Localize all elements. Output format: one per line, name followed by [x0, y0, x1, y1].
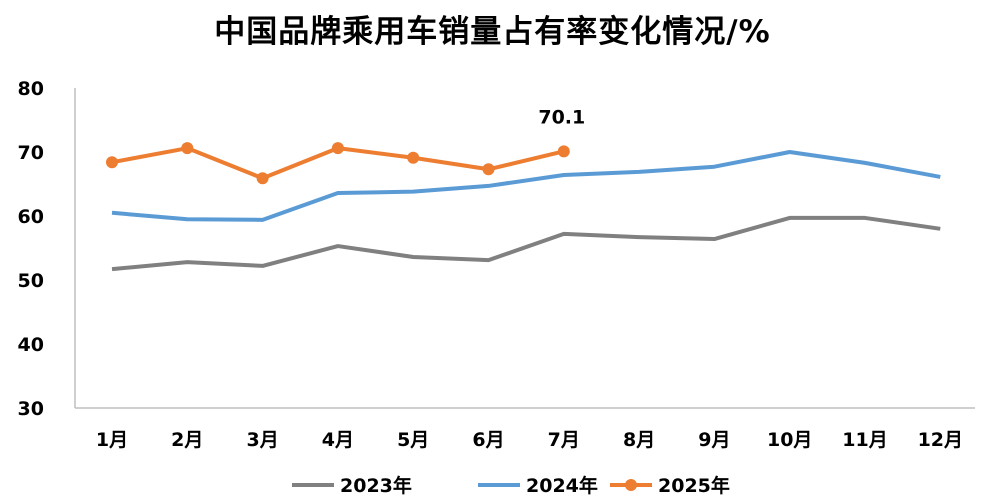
y-tick-label: 50: [18, 270, 44, 292]
data-point-2025年: [407, 151, 420, 164]
legend-label: 2025年: [658, 474, 730, 497]
x-tick-label: 8月: [623, 429, 655, 451]
x-tick-label: 10月: [767, 429, 812, 451]
x-tick-label: 11月: [842, 429, 887, 451]
series-line-2023年: [111, 215, 941, 272]
data-point-2025年: [106, 156, 118, 169]
series-line-2024年: [111, 150, 941, 222]
data-point-2025年: [557, 145, 570, 158]
data-point-2025年: [256, 172, 269, 185]
y-tick-label: 30: [18, 398, 44, 420]
legend-label: 2024年: [526, 474, 598, 497]
y-tick-label: 60: [18, 206, 44, 228]
x-tick-label: 4月: [322, 429, 354, 451]
chart-title: 中国品牌乘用车销量占有率变化情况/%: [214, 14, 771, 50]
x-tick-label: 12月: [918, 429, 963, 451]
data-point-2025年: [331, 142, 344, 155]
x-tick-label: 2月: [171, 429, 203, 451]
y-tick-label: 80: [18, 78, 44, 100]
x-tick-label: 7月: [548, 429, 580, 451]
x-tick-label: 5月: [397, 429, 429, 451]
data-point-2025年: [181, 142, 194, 155]
x-tick-label: 6月: [472, 429, 504, 451]
x-tick-label: 1月: [96, 429, 128, 451]
data-point-2025年: [482, 163, 495, 176]
legend-marker-2025年: [625, 479, 637, 491]
y-tick-label: 70: [18, 142, 44, 164]
data-label: 70.1: [538, 106, 585, 128]
y-tick-label: 40: [18, 334, 44, 356]
x-tick-label: 9月: [698, 429, 730, 451]
legend-label: 2023年: [340, 474, 412, 497]
x-tick-label: 3月: [246, 429, 278, 451]
